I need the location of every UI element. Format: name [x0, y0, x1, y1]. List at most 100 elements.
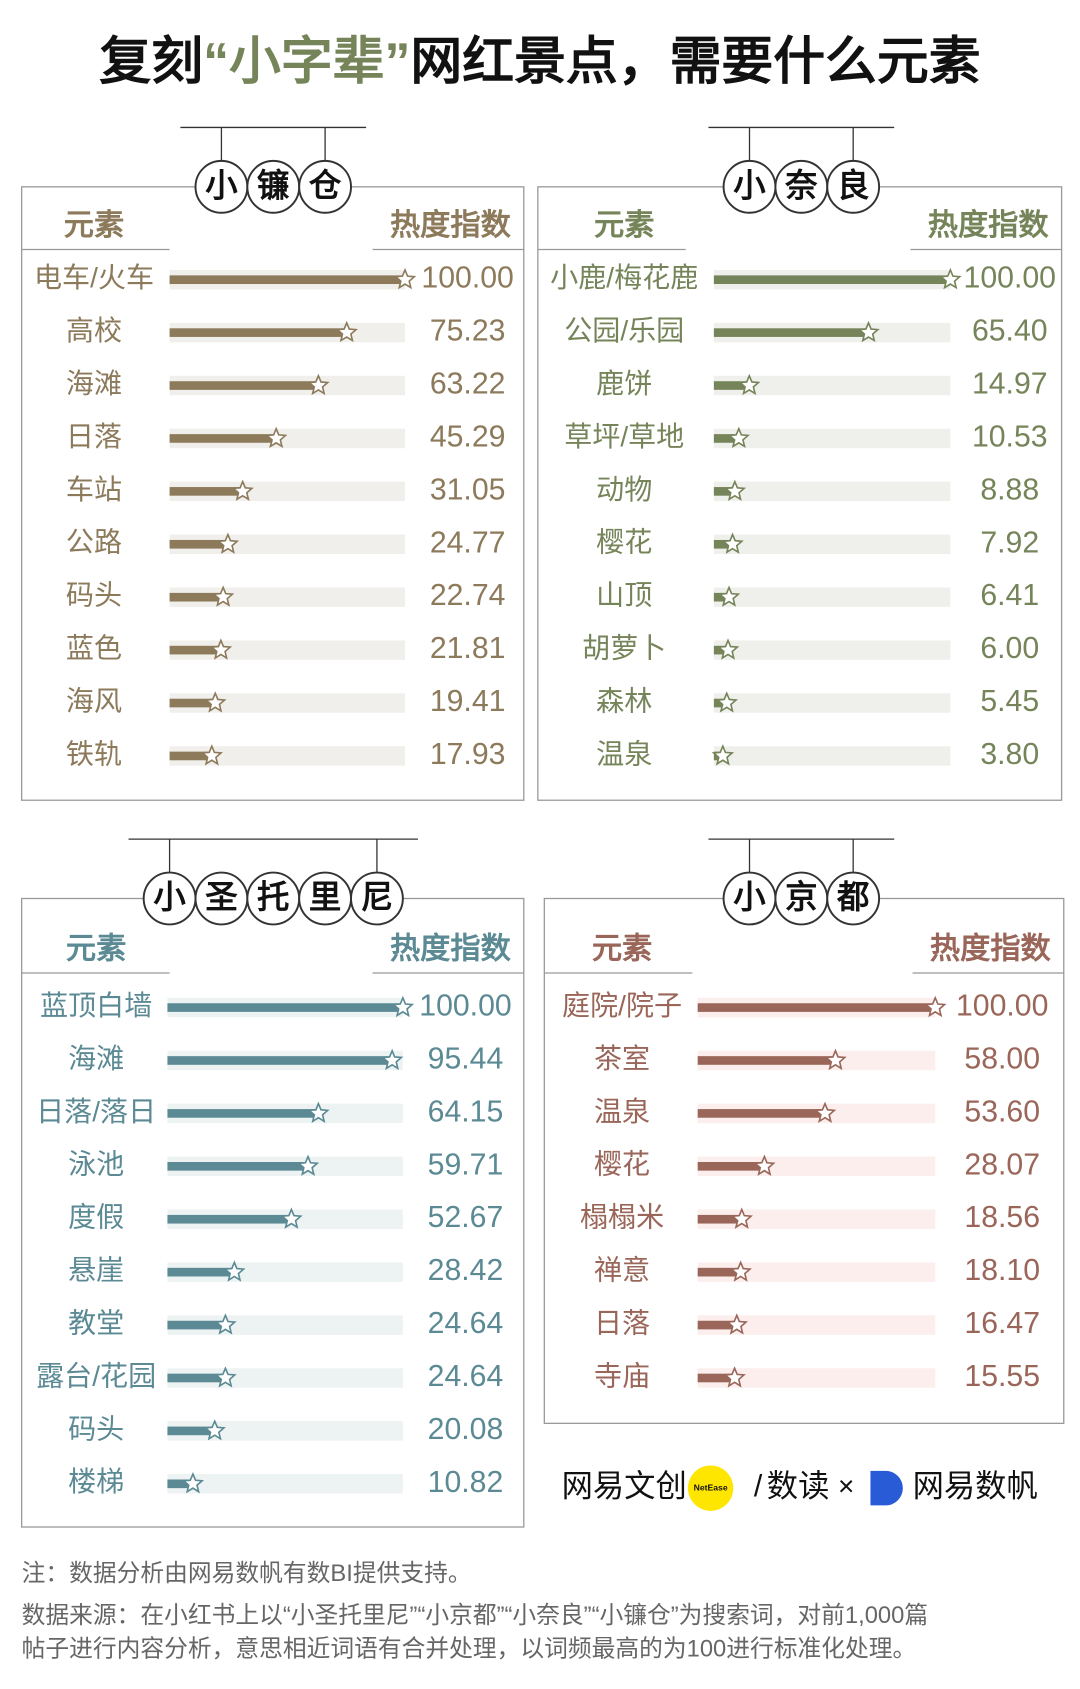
- star-marker: [727, 426, 750, 449]
- note: 注：数据分析由网易数帆有数BI提供支持。: [22, 1560, 472, 1587]
- category-label: 日落/落日: [36, 1096, 156, 1127]
- bar: [697, 1373, 735, 1383]
- bar-track: [713, 693, 951, 713]
- category-label: 度假: [68, 1202, 124, 1233]
- category-label: 高校: [66, 315, 122, 346]
- category-label: 寺庙: [594, 1360, 650, 1391]
- category-label: 禅意: [594, 1255, 650, 1286]
- star-marker: [231, 479, 254, 501]
- value-label: 14.97: [972, 368, 1048, 401]
- title-badge: [350, 871, 404, 926]
- category-label: 温泉: [594, 1096, 650, 1127]
- bar: [169, 434, 277, 443]
- value-label: 95.44: [428, 1042, 504, 1075]
- bar: [167, 1003, 403, 1012]
- title-badge: [826, 159, 881, 214]
- category-label: 茶室: [594, 1043, 650, 1074]
- title-part: “小字辈”: [203, 31, 410, 89]
- value-label: 10.53: [972, 420, 1048, 453]
- star-marker: [393, 267, 417, 290]
- value-label: 20.08: [428, 1413, 504, 1446]
- value-label: 28.07: [964, 1148, 1040, 1181]
- logos: 网易文创 NetEase / 数读 × 网易数帆: [562, 1465, 1038, 1511]
- chart-title: 小镰仓: [205, 167, 342, 203]
- star-marker: [296, 1154, 320, 1176]
- star-marker: [857, 320, 880, 343]
- bar: [167, 1214, 292, 1224]
- column-header: 元素: [594, 208, 654, 242]
- chart-title: 小京都: [733, 879, 869, 915]
- star-marker: [716, 638, 740, 660]
- category-label: 温泉: [596, 738, 652, 769]
- value-label: 24.77: [430, 526, 506, 559]
- star-marker: [721, 532, 744, 554]
- category-label: 日落: [66, 421, 122, 452]
- column-header: 热度指数: [930, 931, 1052, 965]
- value-label: 100.00: [419, 990, 511, 1023]
- bar: [713, 434, 739, 443]
- value-label: 6.00: [980, 632, 1039, 665]
- category-label: 日落: [594, 1307, 650, 1338]
- star-marker: [214, 1366, 237, 1388]
- category-label: 楼梯: [68, 1466, 124, 1497]
- bar-track: [697, 1262, 936, 1282]
- value-label: 16.47: [964, 1307, 1040, 1340]
- logo-circle: [687, 1465, 734, 1511]
- star-marker: [723, 1366, 746, 1388]
- logo-text: ×: [838, 1471, 854, 1502]
- category-label: 电车/火车: [34, 262, 154, 293]
- value-label: 52.67: [428, 1201, 504, 1234]
- bar: [169, 645, 221, 655]
- value-label: 5.45: [980, 685, 1039, 718]
- category-label: 草坪/草地: [564, 421, 684, 452]
- category-label: 泳池: [68, 1149, 124, 1180]
- value-label: 63.22: [430, 368, 506, 401]
- star-marker: [211, 585, 235, 607]
- title-badge: [298, 159, 352, 214]
- bar: [697, 1109, 826, 1118]
- bar: [169, 328, 347, 337]
- star-marker: [203, 1419, 226, 1441]
- category-label: 榻榻米: [580, 1202, 664, 1233]
- value-label: 8.88: [980, 473, 1039, 506]
- bar-track: [713, 428, 951, 449]
- value-label: 10.82: [428, 1466, 504, 1499]
- bar: [169, 698, 216, 708]
- star-marker: [723, 479, 747, 501]
- star-marker: [265, 426, 288, 449]
- star-marker: [307, 373, 330, 396]
- bar-track: [169, 640, 406, 660]
- bar: [713, 275, 951, 285]
- value-label: 24.64: [428, 1360, 504, 1393]
- bar: [167, 1479, 193, 1489]
- value-label: 75.23: [430, 315, 506, 348]
- bar-track: [697, 1156, 936, 1177]
- column-header: 热度指数: [390, 931, 512, 965]
- source-line: 数据来源：在小红书上以“小圣托里尼”“小京都”“小奈良”“小镰仓”为搜索词，对前…: [22, 1602, 928, 1629]
- bar: [697, 1320, 737, 1330]
- page-title: 复刻“小字辈”网红景点，需要什么元素: [99, 31, 980, 89]
- bar-track: [697, 1209, 936, 1229]
- category-label: 蓝顶白墙: [40, 990, 152, 1021]
- category-label: 小鹿/梅花鹿: [550, 262, 698, 293]
- bar: [713, 645, 729, 655]
- bar: [713, 592, 730, 602]
- value-label: 19.41: [430, 685, 506, 718]
- value-label: 3.80: [980, 738, 1039, 771]
- bar-track: [169, 746, 406, 766]
- star-marker: [923, 995, 947, 1018]
- star-marker: [216, 532, 240, 554]
- source-line: 帖子进行内容分析，意思相近词语有合并处理，以词频最高的为100进行标准化处理。: [22, 1635, 917, 1662]
- bar: [713, 381, 750, 390]
- value-label: 65.40: [972, 315, 1048, 348]
- bar: [169, 381, 319, 390]
- value-label: 17.93: [430, 738, 506, 771]
- star-marker: [214, 1313, 237, 1335]
- bar: [167, 1373, 226, 1383]
- category-label: 悬崖: [68, 1255, 124, 1286]
- bar: [697, 1056, 836, 1065]
- category-label: 码头: [66, 580, 122, 611]
- value-label: 28.42: [428, 1254, 504, 1287]
- star-marker: [307, 1101, 330, 1124]
